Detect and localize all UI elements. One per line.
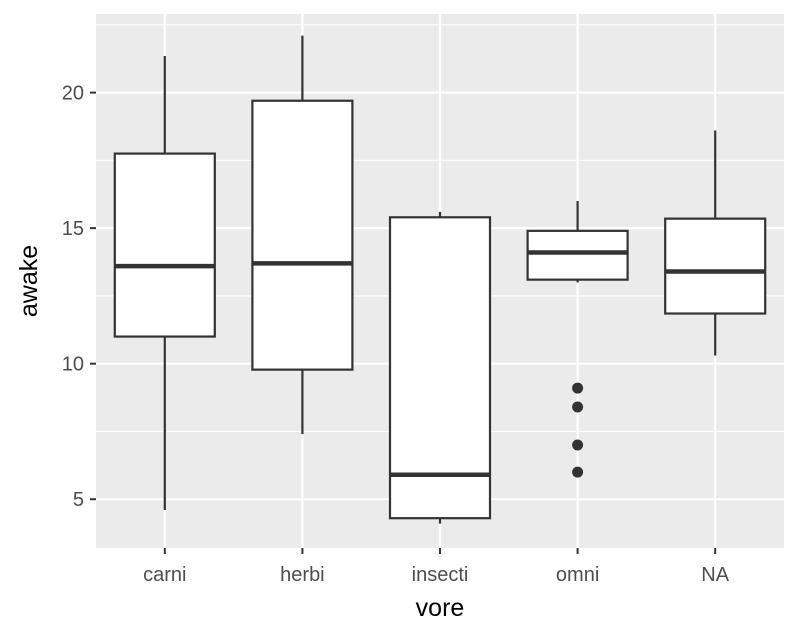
x-tick-label: NA [701,564,729,586]
box-omni [526,201,629,478]
box-body [664,217,767,315]
y-axis: 5 10 15 20 [62,83,96,511]
y-tick-label: 5 [73,489,84,511]
x-axis-title: vore [416,594,465,622]
box-carni [113,56,216,511]
outlier-point [572,382,584,394]
box-NA [664,130,767,356]
x-tick-label: carni [143,564,186,586]
box-herbi [251,35,354,435]
y-tick-label: 15 [62,218,84,240]
y-tick-label: 20 [62,83,84,105]
x-tick-label: insecti [412,564,469,586]
outlier-point [572,401,584,413]
box-body [388,216,492,520]
box-body [113,152,216,338]
box-insecti [388,211,492,524]
box-series [113,35,767,524]
x-tick-label: herbi [280,564,324,586]
x-axis: carni herbi insecti omni NA [143,548,730,586]
x-tick-label: omni [556,564,599,586]
box-body [251,99,354,371]
outlier-point [572,466,584,478]
y-tick-label: 10 [62,354,84,376]
outlier-point [572,439,584,451]
y-axis-title: awake [15,245,43,317]
box-body [526,229,629,281]
